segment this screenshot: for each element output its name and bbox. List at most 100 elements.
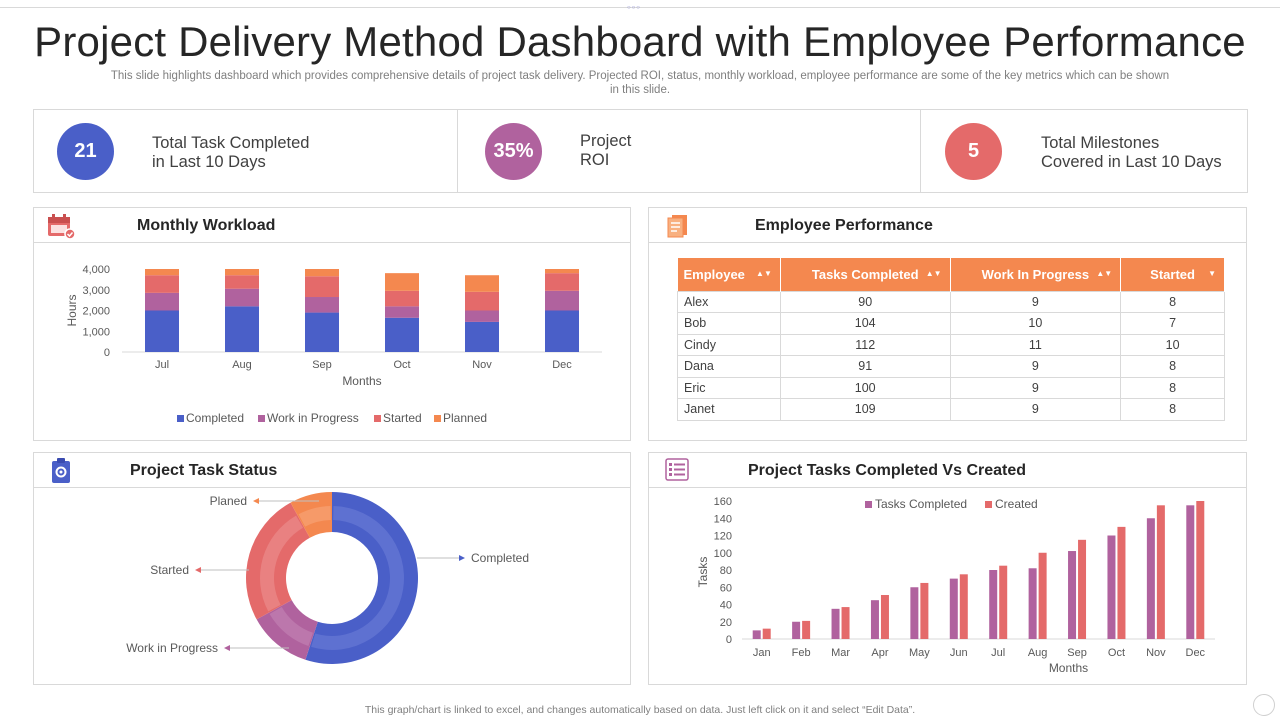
legend-swatch (985, 501, 992, 508)
table-row: Eric 100 9 8 (677, 376, 1225, 399)
bar-segment-planned (545, 269, 579, 274)
employee-performance-panel: Employee Performance Employee ▲▼ Tasks Co… (648, 207, 1247, 441)
bar-segment-completed (385, 317, 419, 352)
y-tick-label: 40 (720, 600, 732, 612)
table-row: Alex 90 9 8 (677, 290, 1225, 313)
tasks-completed-vs-created-chart: 0 20 40 60 80 100 120 140 160 Jan Feb Mar Apr May Jun J… (696, 496, 1215, 675)
x-tick-label: Apr (871, 647, 888, 659)
y-tick-label: 60 (720, 582, 732, 594)
donut-inner-band (298, 506, 331, 527)
x-tick-label: Mar (831, 647, 850, 659)
sort-icon[interactable]: ▲▼ (1096, 269, 1113, 278)
kpi-label: Project ROI (580, 132, 632, 169)
callout-arrow (253, 498, 259, 504)
panel-header: Monthly Workload (34, 208, 630, 243)
y-axis-title: Hours (65, 294, 79, 326)
x-tick-label: Dec (552, 359, 572, 371)
bar-segment-work-in-progress (145, 292, 179, 311)
x-tick-label: Jun (950, 647, 968, 659)
bar-segment-completed (225, 306, 259, 352)
y-tick-label: 20 (720, 617, 732, 629)
cell-work-in-progress: 9 (949, 398, 1122, 421)
table-row: Janet 109 9 8 (677, 398, 1225, 421)
bar-tasks-completed (989, 570, 998, 639)
bar-created (1117, 526, 1126, 639)
x-tick-label: Oct (393, 359, 410, 371)
bar-created (1196, 501, 1205, 639)
bar-tasks-completed (1107, 535, 1116, 639)
bar-created (1156, 505, 1165, 639)
y-tick-label: 3,000 (82, 285, 110, 297)
legend-label: Tasks Completed (875, 497, 967, 511)
donut-inner-band (311, 506, 404, 650)
bar-tasks-completed (1068, 551, 1077, 639)
sort-icon[interactable]: ▲▼ (925, 269, 942, 278)
column-header-tasks-completed[interactable]: Tasks Completed ▲▼ (780, 258, 951, 291)
monthly-workload-chart: 0 1,000 2,000 3,000 4,000 Jul Aug Sep Oct Nov Dec M… (65, 264, 602, 425)
cell-tasks-completed: 91 (779, 355, 951, 378)
bar-created (802, 620, 811, 639)
bar-segment-work-in-progress (545, 290, 579, 311)
page-subtitle: This slide highlights dashboard which pr… (110, 70, 1170, 96)
x-tick-label: Jul (155, 359, 169, 371)
bar-created (920, 582, 929, 639)
x-tick-label: Dec (1186, 647, 1206, 659)
y-tick-label: 140 (714, 513, 732, 525)
bar-segment-work-in-progress (225, 288, 259, 307)
y-tick-label: 1,000 (82, 326, 110, 338)
legend-swatch (374, 415, 381, 422)
panel-title: Project Tasks Completed Vs Created (748, 462, 1027, 479)
bar-tasks-completed (870, 600, 879, 639)
page-title: Project Delivery Method Dashboard with E… (34, 18, 1246, 65)
panel-title: Monthly Workload (137, 217, 276, 234)
column-header-work-in-progress[interactable]: Work In Progress ▲▼ (950, 258, 1122, 291)
y-tick-label: 4,000 (82, 264, 110, 276)
callout-label: Planed (210, 494, 247, 508)
cell-tasks-completed: 109 (779, 398, 951, 421)
bar-segment-started (225, 275, 259, 289)
legend-label: Planned (443, 411, 487, 425)
kpi-value-circle: 35% (485, 123, 542, 180)
column-header-employee[interactable]: Employee ▲▼ (677, 258, 781, 291)
bar-segment-work-in-progress (465, 310, 499, 322)
clipboard-gear-icon (52, 458, 70, 483)
kpi-label: Total Task Completed in Last 10 Days (152, 134, 310, 171)
y-tick-label: 100 (714, 548, 732, 560)
table-header-row: Employee ▲▼ Tasks Completed ▲▼ Work In Pro… (677, 258, 1225, 291)
callout-arrow (195, 567, 201, 573)
sort-icon[interactable]: ▲▼ (756, 269, 772, 278)
bar-segment-started (145, 275, 179, 293)
x-tick-label: Jan (753, 647, 771, 659)
cell-employee: Dana (677, 355, 781, 378)
cell-tasks-completed: 90 (779, 290, 951, 313)
legend-swatch (177, 415, 184, 422)
y-tick-label: 80 (720, 565, 732, 577)
kpi-value-circle: 21 (57, 123, 114, 180)
bar-segment-work-in-progress (385, 306, 419, 318)
bar-created (1078, 539, 1087, 639)
bar-tasks-completed (752, 630, 761, 639)
bar-segment-completed (465, 321, 499, 352)
kpi-label: Total Milestones Covered in Last 10 Days (1041, 134, 1222, 171)
kpi-value-circle: 5 (945, 123, 1002, 180)
y-tick-label: 2,000 (82, 306, 110, 318)
bar-tasks-completed (910, 587, 919, 639)
bar-segment-planned (465, 275, 499, 292)
column-header-started[interactable]: Started ▼ (1120, 258, 1225, 291)
bar-segment-completed (545, 310, 579, 352)
bar-created (880, 595, 889, 639)
monthly-workload-panel: Monthly Workload 0 1,000 2,000 3,000 4,000 Ju… (33, 207, 631, 441)
x-axis-title: Months (1049, 661, 1088, 675)
y-tick-label: 0 (104, 347, 110, 359)
y-tick-label: 120 (714, 531, 732, 543)
legend-label: Completed (186, 411, 244, 425)
x-tick-label: Sep (312, 359, 332, 371)
bar-tasks-completed (1146, 518, 1155, 639)
legend-label: Created (995, 497, 1038, 511)
cell-started: 8 (1120, 290, 1225, 313)
sort-icon[interactable]: ▼ (1208, 269, 1216, 278)
bar-segment-started (545, 273, 579, 291)
corner-logo (1253, 694, 1275, 716)
cell-started: 8 (1120, 398, 1225, 421)
top-rule (0, 7, 1280, 8)
